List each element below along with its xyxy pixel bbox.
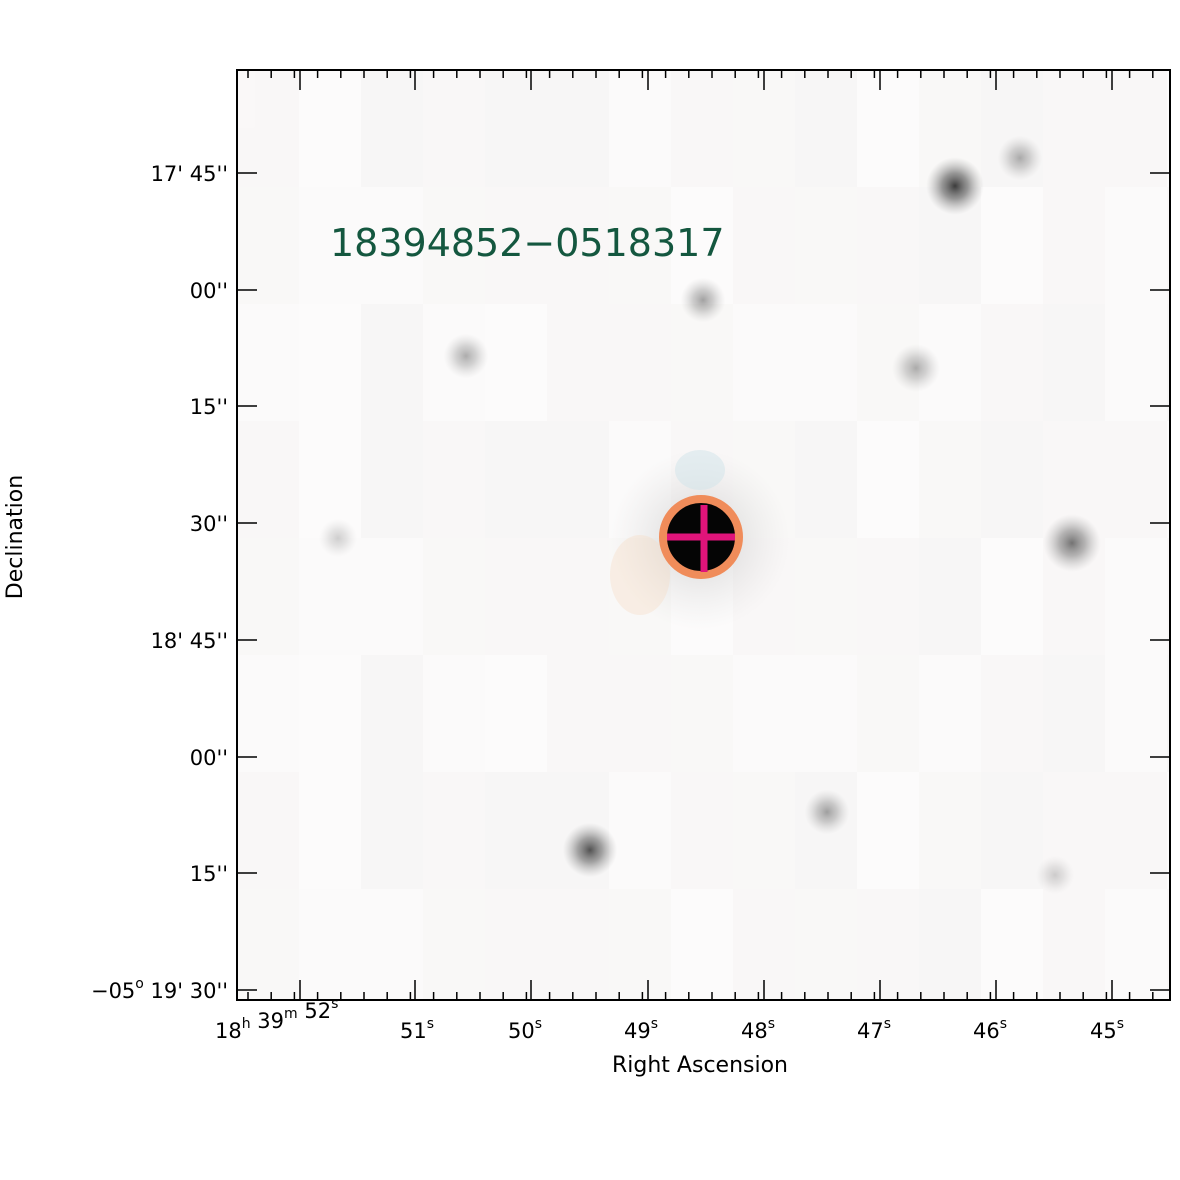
tick-unit: s bbox=[427, 1016, 434, 1032]
tick-value: 46 bbox=[973, 1019, 1000, 1043]
dec-tick-label: 00'' bbox=[190, 279, 228, 303]
star-9 bbox=[318, 518, 358, 558]
ra-tick-label: 51s bbox=[400, 1016, 434, 1043]
tick-value: 47 bbox=[857, 1019, 884, 1043]
star-8 bbox=[562, 822, 618, 878]
target-circle bbox=[659, 495, 743, 579]
stars bbox=[318, 135, 1101, 895]
plot-frame bbox=[236, 69, 1171, 1001]
tick-value: 49 bbox=[624, 1019, 651, 1043]
ra-tick-label: 45s bbox=[1090, 1016, 1124, 1043]
tick-value: 45 bbox=[1090, 1019, 1117, 1043]
tick-value: 51 bbox=[400, 1019, 427, 1043]
ra-tick-label: 46s bbox=[973, 1016, 1007, 1043]
tick-value: 39 bbox=[251, 1009, 284, 1033]
dec-tick-label: 30'' bbox=[190, 512, 228, 536]
tick-value: 48 bbox=[741, 1019, 768, 1043]
star-3 bbox=[680, 277, 726, 323]
tick-unit: s bbox=[768, 1016, 775, 1032]
tick-unit: s bbox=[1000, 1016, 1007, 1032]
ra-tick-label: 48s bbox=[741, 1016, 775, 1043]
tick-unit: s bbox=[535, 1016, 542, 1032]
tick-value: 19' 30'' bbox=[144, 979, 228, 1003]
source-label: 18394852−0518317 bbox=[330, 221, 725, 265]
tick-unit: s bbox=[331, 996, 338, 1012]
tick-unit: m bbox=[284, 1006, 298, 1022]
tick-value: 18 bbox=[215, 1019, 242, 1043]
dec-tick-labels: 17' 45'' 00'' 15'' 30'' 18' 45'' 00'' 15'' −05o… bbox=[91, 162, 228, 1003]
tick-unit: s bbox=[651, 1016, 658, 1032]
tick-value: 52 bbox=[298, 999, 331, 1023]
star-1 bbox=[926, 157, 984, 215]
dec-tick-label: 15'' bbox=[190, 395, 228, 419]
ra-tick-label: 18h 39m 52s bbox=[215, 996, 338, 1043]
star-4 bbox=[443, 333, 489, 379]
ra-tick-label: 50s bbox=[508, 1016, 542, 1043]
color-smudge bbox=[675, 450, 725, 490]
star-2 bbox=[997, 135, 1043, 181]
dec-tick-label: 15'' bbox=[190, 862, 228, 886]
star-10 bbox=[1035, 855, 1075, 895]
dec-tick-label: 00'' bbox=[190, 746, 228, 770]
tick-unit: s bbox=[884, 1016, 891, 1032]
dec-tick-label: 17' 45'' bbox=[151, 162, 228, 186]
tick-unit: s bbox=[1117, 1016, 1124, 1032]
color-smudge bbox=[610, 535, 670, 615]
star-7 bbox=[804, 789, 850, 835]
dec-tick-label: −05o 19' 30'' bbox=[91, 976, 228, 1003]
x-axis-title: Right Ascension bbox=[612, 1053, 788, 1078]
tick-unit: h bbox=[242, 1016, 251, 1032]
tick-prefix: −05 bbox=[91, 979, 135, 1003]
ra-tick-label: 49s bbox=[624, 1016, 658, 1043]
tick-marks bbox=[237, 70, 1170, 1000]
y-axis-title: Declination bbox=[3, 475, 28, 599]
ra-tick-label: 47s bbox=[857, 1016, 891, 1043]
dec-tick-label: 18' 45'' bbox=[151, 629, 228, 653]
tick-value: 50 bbox=[508, 1019, 535, 1043]
star-6 bbox=[1043, 514, 1101, 572]
tick-unit: o bbox=[135, 976, 144, 992]
target-cross bbox=[667, 505, 735, 572]
star-5 bbox=[892, 344, 940, 392]
sky-image bbox=[237, 70, 1170, 1000]
